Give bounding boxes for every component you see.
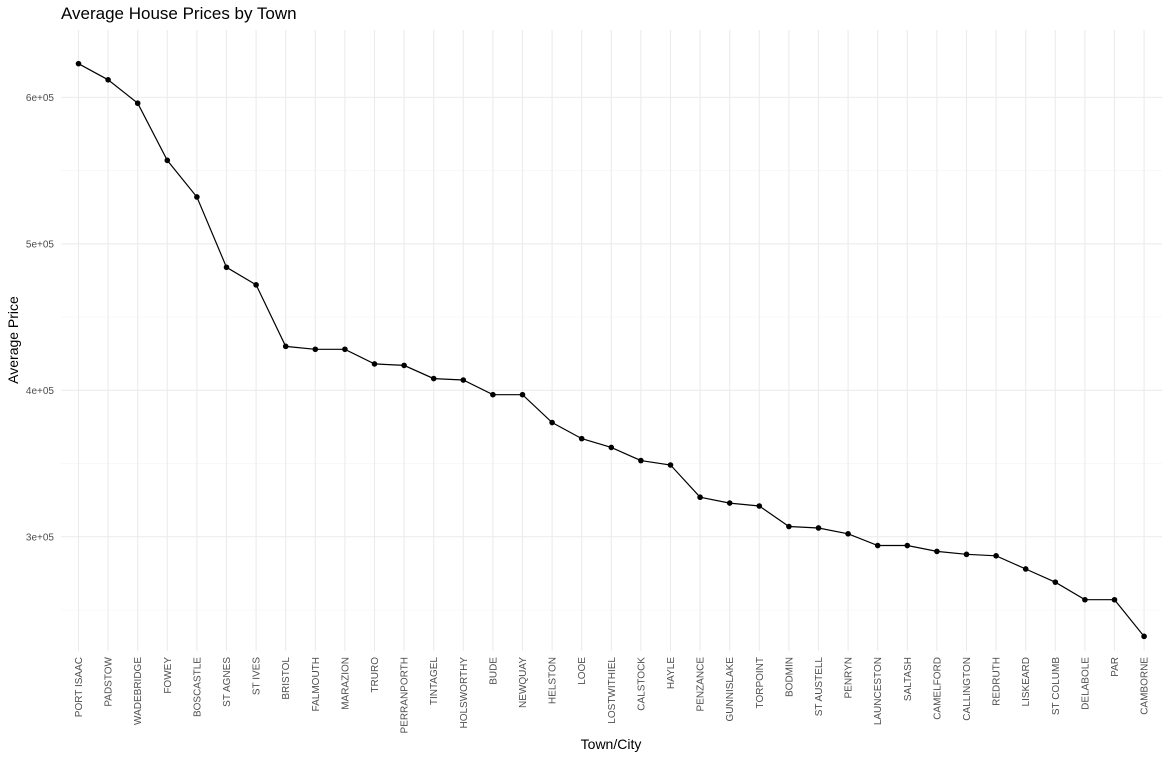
x-tick-label: TRURO (370, 657, 381, 693)
data-point (164, 157, 171, 164)
x-tick-label: REDRUTH (992, 657, 1003, 706)
x-tick-label: HELSTON (548, 657, 559, 704)
x-tick-label: ST COLUMB (1051, 657, 1062, 715)
y-tick-label: 3e+05 (26, 532, 55, 543)
x-tick-label: FOWEY (163, 657, 174, 694)
data-point (312, 346, 319, 353)
x-tick-label: LAUNCESTON (873, 657, 884, 725)
data-point (1111, 596, 1118, 603)
x-tick-label: CAMELFORD (932, 657, 943, 720)
data-point (134, 100, 141, 107)
grid (61, 30, 1162, 651)
x-tick-label: PADSTOW (104, 656, 115, 706)
data-point (371, 361, 378, 367)
data-point (1141, 633, 1147, 640)
x-tick-label: BUDE (488, 657, 499, 685)
x-tick-label: BRISTOL (281, 657, 292, 700)
x-tick-label: NEWQUAY (518, 657, 529, 708)
data-point (993, 552, 999, 559)
x-tick-label: HAYLE (666, 657, 677, 689)
x-tick-label: FALMOUTH (311, 657, 322, 711)
x-tick-label: PENRYN (844, 657, 855, 699)
x-tick-label: ST AGNES (222, 657, 233, 707)
y-tick-label: 6e+05 (26, 93, 55, 104)
data-point (223, 264, 230, 271)
x-tick-label: PENZANCE (696, 657, 707, 712)
x-tick-label: SALTASH (903, 657, 914, 701)
x-tick-label: PORT ISAAC (74, 657, 85, 717)
data-point (756, 503, 763, 509)
data-point (460, 377, 467, 383)
x-tick-label: LOOE (577, 657, 588, 685)
data-point (401, 362, 407, 369)
data-point (726, 500, 733, 506)
data-point (1082, 596, 1088, 603)
data-point (578, 435, 585, 442)
x-tick-label: PAR (1110, 657, 1121, 677)
x-tick-label: WADEBRIDGE (133, 657, 144, 725)
y-tick-label: 4e+05 (26, 386, 55, 397)
x-tick-label: CALSTOCK (636, 657, 647, 711)
x-tick-label: ST AUSTELL (814, 657, 825, 717)
data-point (904, 542, 911, 549)
data-point (874, 542, 881, 549)
data-point (815, 525, 822, 531)
x-axis-title: Town/City (581, 736, 642, 752)
data-point (963, 551, 970, 558)
x-tick-label: CAMBORNE (1140, 657, 1151, 715)
chart-title: Average House Prices by Town (61, 4, 297, 23)
x-tick-label: HOLSWORTHY (459, 657, 470, 729)
data-point (934, 548, 940, 555)
data-point (75, 60, 82, 67)
x-tick-label: MARAZION (340, 657, 351, 710)
x-tick-label: GUNNISLAKE (725, 657, 736, 722)
data-point (549, 419, 555, 426)
data-point (519, 391, 526, 398)
x-tick-label: BOSCASTLE (192, 657, 203, 717)
data-point (786, 523, 792, 530)
data-point (1022, 566, 1029, 572)
data-point (1052, 579, 1059, 585)
data-point (194, 194, 200, 200)
data-point (105, 76, 111, 83)
data-point (430, 375, 437, 382)
y-axis-title: Average Price (5, 296, 21, 384)
y-tick-label: 5e+05 (26, 239, 55, 250)
x-tick-label: CALLINGTON (962, 657, 973, 721)
x-tick-label: LISKEARD (1021, 657, 1032, 706)
data-points (75, 60, 1147, 640)
data-point (490, 391, 496, 398)
x-tick-label: TORPOINT (755, 657, 766, 708)
x-tick-label: TINTAGEL (429, 657, 440, 706)
data-point (697, 494, 703, 501)
data-point (282, 343, 289, 350)
data-point (253, 282, 259, 288)
x-tick-label: DELABOLE (1080, 657, 1091, 710)
y-axis-ticks: 3e+05 4e+05 5e+05 6e+05 (26, 93, 55, 543)
data-point (342, 346, 348, 353)
x-axis-ticks: PORT ISAAC PADSTOW WADEBRIDGE FOWEY BOSCASTL… (74, 656, 1151, 733)
x-tick-label: ST IVES (252, 657, 263, 695)
data-point (667, 462, 674, 468)
x-tick-label: BODMIN (784, 657, 795, 697)
data-point (638, 457, 644, 464)
x-tick-label: LOSTWITHIEL (607, 657, 618, 724)
x-tick-label: PERRANPORTH (400, 657, 411, 734)
data-point (608, 444, 615, 451)
data-point (845, 531, 851, 537)
